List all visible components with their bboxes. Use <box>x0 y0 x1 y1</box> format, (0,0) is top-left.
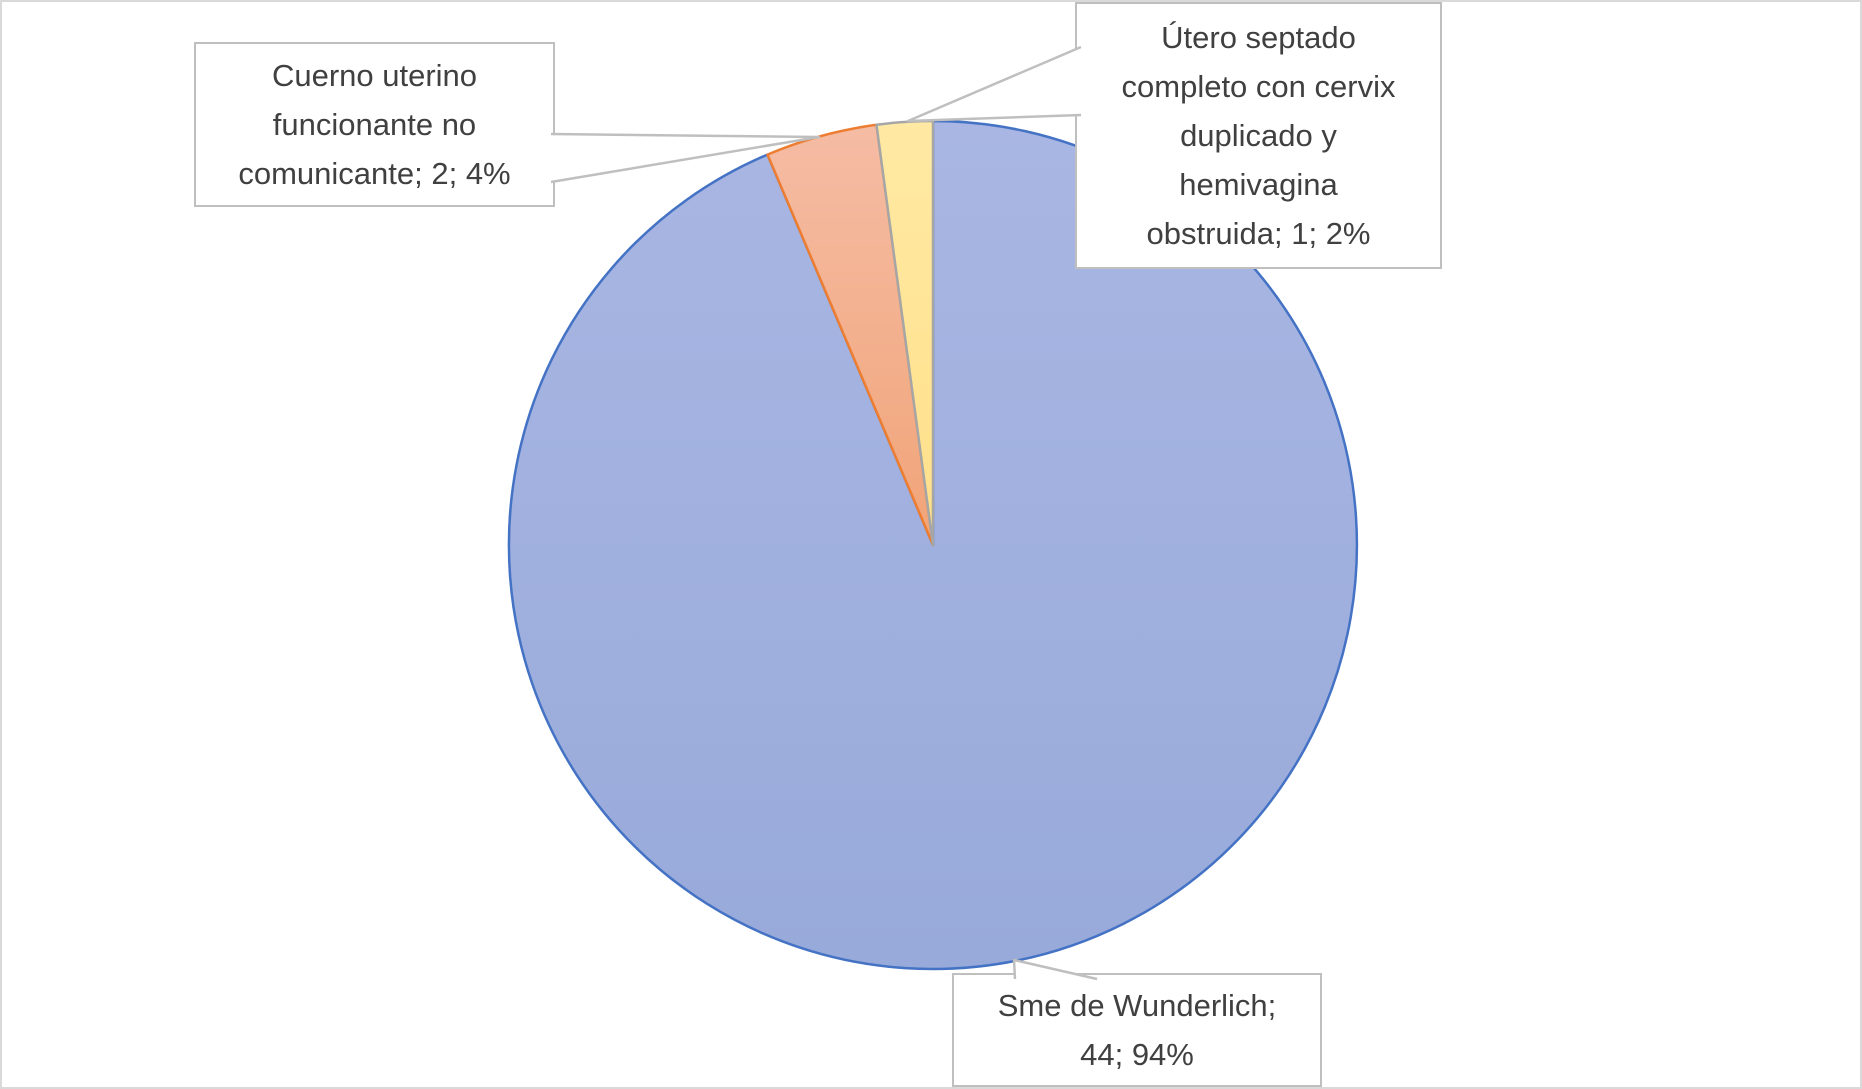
data-label-sme-de-wunderlich: Sme de Wunderlich; 44; 94% <box>952 973 1322 1087</box>
data-label-cuerno-uterino: Cuerno uterino funcionante no comunicant… <box>194 42 555 207</box>
data-label-utero-septado: Útero septado completo con cervix duplic… <box>1075 2 1442 269</box>
